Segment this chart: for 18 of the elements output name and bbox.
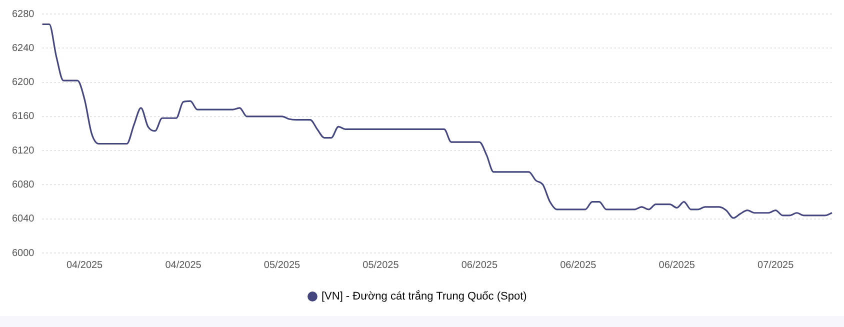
y-tick-label: 6160 — [12, 111, 35, 122]
y-tick-label: 6200 — [12, 77, 35, 88]
y-tick-label: 6040 — [12, 214, 35, 225]
y-tick-label: 6000 — [12, 248, 35, 259]
x-tick-label: 04/2025 — [165, 260, 202, 271]
x-tick-label: 07/2025 — [758, 260, 794, 271]
legend-label: [VN] - Đường cát trắng Trung Quốc (Spot) — [321, 290, 527, 303]
y-tick-label: 6280 — [12, 8, 35, 20]
x-tick-label: 06/2025 — [560, 260, 597, 271]
line-series — [41, 23, 833, 219]
x-tick-label: 05/2025 — [264, 260, 300, 271]
y-tick-label: 6240 — [12, 42, 35, 54]
x-tick-label: 04/2025 — [66, 260, 104, 271]
y-tick-label: 6120 — [12, 145, 35, 156]
x-tick-label: 06/2025 — [461, 260, 498, 271]
x-tick-label: 06/2025 — [658, 260, 696, 271]
y-tick-label: 6080 — [12, 179, 35, 190]
x-tick-label: 05/2025 — [362, 260, 400, 271]
